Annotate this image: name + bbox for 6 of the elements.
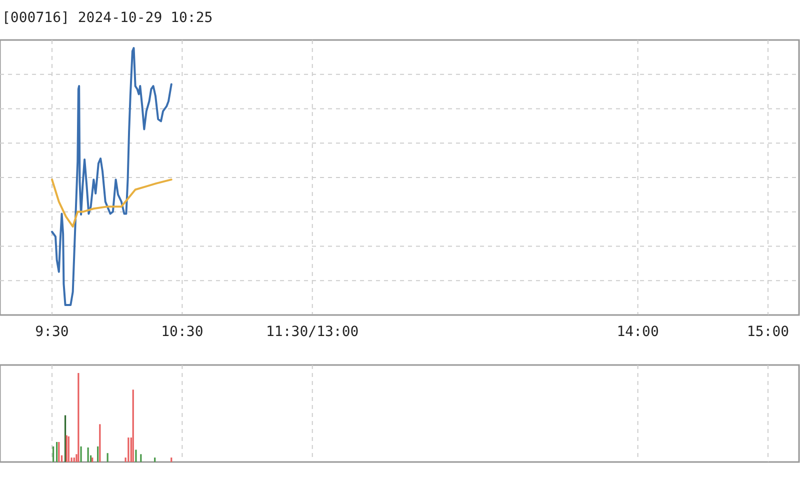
chart-title: [000716] 2024-10-29 10:25 — [2, 10, 213, 26]
x-tick-label: 11:30/13:00 — [266, 324, 359, 340]
x-tick-label: 14:00 — [616, 324, 659, 340]
x-tick-label: 10:30 — [161, 324, 204, 340]
x-tick-label: 9:30 — [35, 324, 69, 340]
x-tick-label: 15:00 — [746, 324, 790, 340]
